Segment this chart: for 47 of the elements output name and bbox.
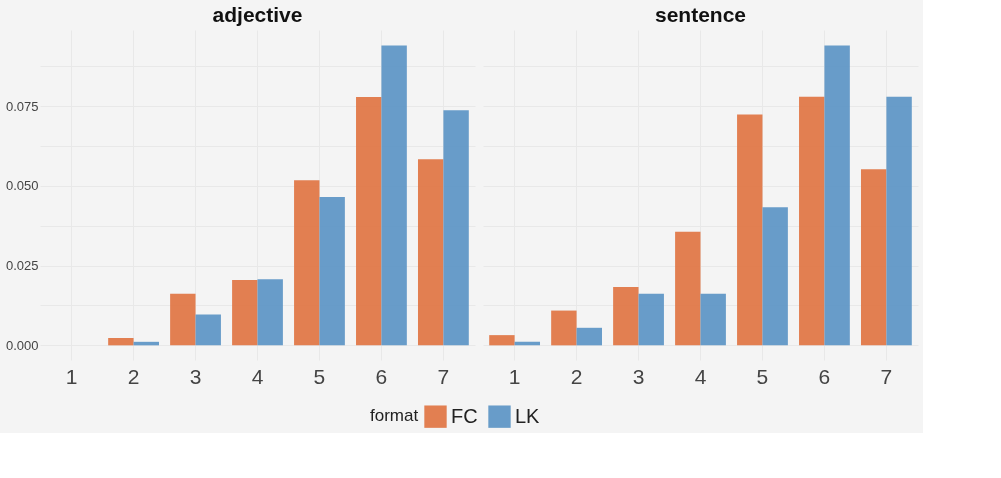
y-tick-label: 0.075 xyxy=(5,98,39,114)
bar xyxy=(638,293,664,346)
bar xyxy=(319,197,345,346)
x-tick-label: 5 xyxy=(756,364,769,388)
bar xyxy=(824,45,850,346)
bar xyxy=(443,110,469,346)
x-tick-label: 1 xyxy=(508,364,521,388)
x-tick-label: 4 xyxy=(694,364,707,388)
bar xyxy=(381,45,407,346)
bar xyxy=(799,96,825,346)
y-tick-label: 0.000 xyxy=(5,337,39,353)
bar xyxy=(675,231,701,346)
bar xyxy=(294,180,320,346)
x-tick-label: 7 xyxy=(437,364,450,388)
chart-title: adjective xyxy=(212,3,303,26)
bar xyxy=(417,159,444,346)
bar xyxy=(257,279,283,346)
bar xyxy=(195,314,221,346)
bar xyxy=(700,293,726,346)
x-tick-label: 3 xyxy=(632,364,645,388)
x-tick-label: 3 xyxy=(189,364,202,388)
x-tick-label: 4 xyxy=(251,364,264,388)
x-tick-label: 6 xyxy=(818,364,831,388)
x-tick-label: 2 xyxy=(570,364,583,388)
bar xyxy=(489,335,515,346)
bar xyxy=(356,96,382,346)
legend-title: format xyxy=(370,406,419,425)
x-tick-label: 1 xyxy=(65,364,78,388)
bar xyxy=(551,310,577,346)
legend-label: LK xyxy=(515,404,541,427)
y-tick-label: 0.050 xyxy=(5,178,39,194)
bar xyxy=(613,286,639,346)
bar xyxy=(576,327,602,346)
bar xyxy=(737,114,763,346)
x-tick-label: 5 xyxy=(313,364,326,388)
legend-label: FC xyxy=(451,404,478,427)
bar xyxy=(170,293,196,346)
x-tick-label: 2 xyxy=(127,364,140,388)
chart-title: sentence xyxy=(654,3,747,26)
y-tick-label: 0.025 xyxy=(5,258,39,274)
bar xyxy=(762,207,788,346)
x-tick-label: 6 xyxy=(375,364,388,388)
bar xyxy=(860,169,887,346)
bar xyxy=(886,96,912,346)
x-tick-label: 7 xyxy=(880,364,893,388)
bar xyxy=(232,279,258,346)
bar xyxy=(108,338,134,346)
